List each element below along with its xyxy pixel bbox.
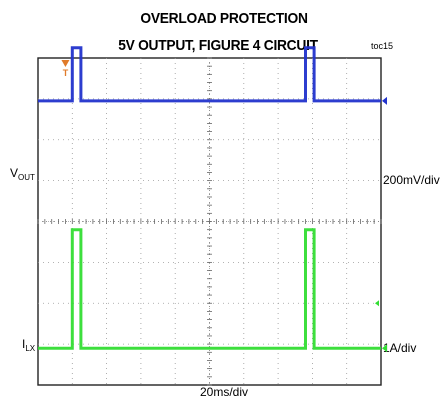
ilx-label: ILX [22,337,36,353]
x-scale-label: 20ms/div [199,385,249,399]
trace-v-out [38,46,381,103]
ilx-level-marker [375,300,379,307]
chart-subtitle: 5V OUTPUT, FIGURE 4 CIRCUIT [118,37,318,54]
trigger-marker-label: T [63,68,69,78]
vout-scale-label: 200mV/div [383,173,440,187]
ground-marker-0 [382,96,387,105]
ground-marker-1 [382,344,387,353]
figure-tag: toc15 [371,41,394,51]
trigger-marker-icon [61,60,70,67]
vout-label: VOUT [10,166,35,182]
chart-title: OVERLOAD PROTECTION [140,10,308,27]
trace-i-lx [38,228,381,350]
ilx-scale-label: 1A/div [383,341,417,355]
